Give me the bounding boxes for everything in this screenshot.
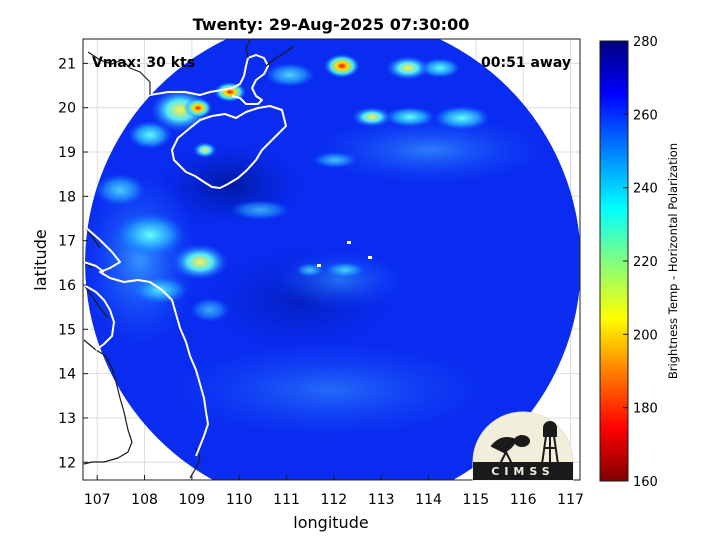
cimss-logo: CIMSS xyxy=(472,411,574,481)
cloud-speck xyxy=(317,264,321,267)
colorbar: 280 260 240 220 200 180 160 Brightness Temp - … xyxy=(599,35,680,490)
convection-cell xyxy=(132,276,188,304)
hainan-coastline xyxy=(171,105,287,189)
convection-cell xyxy=(386,56,430,80)
soft-band xyxy=(160,340,500,440)
convection-cell xyxy=(184,98,212,118)
y-tick-label: 16 xyxy=(58,278,76,294)
building-icon xyxy=(514,435,530,447)
convection-cell xyxy=(434,106,490,130)
time-away-label: 00:51 away xyxy=(481,55,571,71)
y-tick-label: 14 xyxy=(58,367,76,383)
convection-cell xyxy=(115,213,185,257)
convection-cell xyxy=(230,200,290,220)
x-tick-label: 117 xyxy=(557,492,584,508)
convection-cell xyxy=(352,107,392,127)
colorbar-tick-label: 240 xyxy=(633,182,658,197)
cloud-speck xyxy=(368,256,372,259)
x-tick-label: 108 xyxy=(131,492,158,508)
x-axis-label: longitude xyxy=(293,513,368,532)
logo-banner xyxy=(473,462,573,480)
y-tick-label: 18 xyxy=(58,189,76,205)
convection-cell xyxy=(193,142,217,158)
brightness-temp-swath xyxy=(85,39,580,480)
x-axis-ticks: 107 108 109 110 111 112 113 114 115 116 117 xyxy=(84,475,584,508)
logo-text: CIMSS xyxy=(491,465,554,478)
convection-cell xyxy=(325,262,365,278)
convection-cell xyxy=(190,298,230,322)
colorbar-ticks: 280 260 240 220 200 180 160 xyxy=(623,35,658,490)
chart-title: Twenty: 29-Aug-2025 07:30:00 xyxy=(193,15,470,34)
soft-band xyxy=(85,170,200,350)
y-tick-label: 13 xyxy=(58,411,76,427)
china-mainland-coastline-north xyxy=(87,39,295,95)
colorbar-label: Brightness Temp - Horizontal Polarizatio… xyxy=(666,143,680,379)
colorbar-tick-label: 180 xyxy=(633,402,658,417)
soft-band xyxy=(310,115,550,185)
convection-cell xyxy=(128,121,172,149)
x-tick-label: 112 xyxy=(320,492,347,508)
x-tick-label: 110 xyxy=(226,492,253,508)
plot-frame xyxy=(82,38,581,481)
y-tick-label: 12 xyxy=(58,455,76,471)
china-mainland-coastline xyxy=(149,54,269,105)
convection-cell xyxy=(420,58,460,78)
convection-cell xyxy=(324,54,360,78)
convection-cell xyxy=(385,107,435,127)
colorbar-tick-label: 220 xyxy=(633,255,658,270)
x-tick-label: 107 xyxy=(84,492,111,508)
colorbar-tick-label: 200 xyxy=(633,328,658,343)
y-tick-label: 21 xyxy=(58,56,76,72)
x-tick-label: 109 xyxy=(178,492,205,508)
colorbar-tick-label: 280 xyxy=(633,35,658,50)
y-axis-label: latitude xyxy=(31,229,50,290)
cloud-speck xyxy=(347,241,351,244)
vietnam-coastline-outside xyxy=(83,225,201,479)
x-tick-label: 111 xyxy=(273,492,300,508)
x-tick-label: 113 xyxy=(368,492,395,508)
water-tower-icon xyxy=(541,421,559,465)
vietnam-coastline-inside xyxy=(83,225,209,457)
convection-cell xyxy=(265,63,315,87)
colorbar-tick-label: 260 xyxy=(633,108,658,123)
convection-cell xyxy=(95,174,145,206)
x-tick-label: 114 xyxy=(415,492,442,508)
vmax-label: Vmax: 30 kts xyxy=(92,55,195,71)
y-tick-label: 17 xyxy=(58,234,76,250)
y-axis-ticks: 12 13 14 15 16 17 18 19 20 21 xyxy=(58,56,88,471)
soft-band xyxy=(270,250,410,310)
y-tick-label: 19 xyxy=(58,145,76,161)
convection-cell xyxy=(313,152,357,168)
plot-area: Vmax: 30 kts 00:51 away CIMSS xyxy=(82,38,581,481)
colorbar-tick-label: 160 xyxy=(633,475,658,490)
x-tick-label: 116 xyxy=(510,492,537,508)
convection-cell xyxy=(172,244,228,280)
y-tick-label: 20 xyxy=(58,101,76,117)
x-tick-label: 115 xyxy=(462,492,489,508)
coastlines xyxy=(83,39,295,479)
y-tick-label: 15 xyxy=(58,322,76,338)
